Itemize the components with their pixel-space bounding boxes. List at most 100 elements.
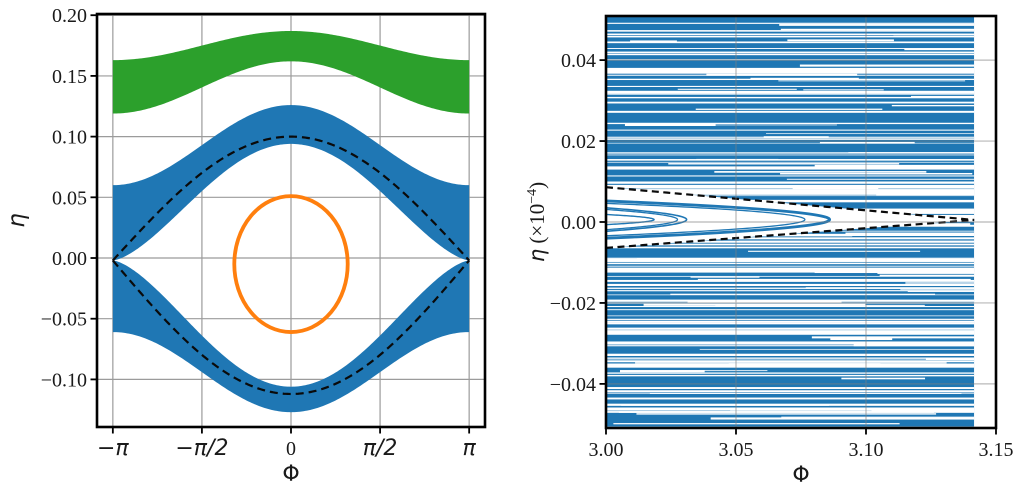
- white-streak: [606, 262, 975, 265]
- white-streak: [606, 51, 975, 54]
- white-streak: [748, 250, 921, 252]
- white-streak: [606, 185, 975, 189]
- white-streak: [891, 104, 975, 107]
- white-streak: [606, 315, 975, 317]
- white-streak: [606, 306, 975, 307]
- y-tick-label: 0.15: [52, 66, 87, 88]
- x-tick-label: 0: [286, 438, 296, 460]
- x-tick-label: −π: [97, 436, 129, 461]
- white-streak-thick: [606, 330, 975, 335]
- white-streak: [690, 276, 760, 278]
- white-streak-thick: [606, 341, 975, 345]
- white-streak: [606, 283, 975, 287]
- white-streak: [606, 200, 975, 203]
- white-streak: [905, 282, 975, 284]
- white-streak: [606, 191, 975, 194]
- white-streak: [780, 172, 973, 175]
- y-tick-label: 0.04: [561, 50, 596, 72]
- white-streak: [635, 362, 947, 364]
- y-tick-label: −0.05: [41, 309, 87, 331]
- white-streak: [606, 195, 975, 197]
- white-streak: [904, 48, 975, 51]
- white-streak: [606, 188, 975, 190]
- y-tick-label: −0.02: [550, 293, 596, 315]
- white-streak: [606, 129, 975, 131]
- y-axis-label: η (×10−4): [525, 182, 549, 262]
- white-streak: [606, 294, 975, 296]
- white-streak: [606, 288, 975, 290]
- x-axis-label: Φ: [792, 463, 809, 488]
- white-streak-thick: [606, 407, 975, 411]
- white-streak: [606, 354, 975, 356]
- white-streak: [606, 48, 975, 49]
- white-streak: [606, 299, 975, 302]
- white-streak: [606, 240, 975, 243]
- white-streak-thick: [606, 364, 975, 368]
- white-streak: [606, 154, 975, 156]
- white-streak: [670, 293, 936, 295]
- tick-marks-left: [90, 14, 471, 434]
- white-streak: [841, 377, 926, 380]
- white-streak: [606, 159, 975, 161]
- white-streak: [630, 40, 677, 42]
- y-tick-label: 0.02: [561, 131, 596, 153]
- white-streak: [606, 275, 975, 277]
- island-orbit-arc: [605, 208, 679, 231]
- white-streak: [606, 290, 975, 292]
- white-streak: [778, 80, 966, 82]
- wedge-dashed-lower: [605, 218, 975, 249]
- white-streak: [613, 423, 900, 425]
- white-streak: [606, 193, 975, 195]
- x-tick-label: 3.10: [849, 439, 884, 461]
- white-streak: [766, 133, 975, 135]
- white-streak: [606, 320, 975, 323]
- white-streak: [606, 372, 975, 374]
- wedge-dashed-upper: [605, 186, 975, 222]
- white-streak: [606, 122, 975, 125]
- white-streak: [606, 309, 975, 311]
- white-streak: [606, 318, 975, 320]
- x-tick-label: 3.15: [979, 439, 1014, 461]
- white-streak: [606, 403, 975, 406]
- white-streak: [606, 152, 975, 154]
- white-streak: [606, 96, 975, 99]
- white-streak: [619, 370, 705, 373]
- white-streak: [606, 246, 975, 249]
- series-separatrix-dashed: [112, 135, 470, 396]
- white-streak: [787, 39, 894, 42]
- x-tick-label: 3.05: [719, 439, 754, 461]
- white-streak: [910, 95, 975, 98]
- y-tick-label: 0.20: [52, 5, 87, 27]
- white-streak: [606, 357, 975, 359]
- white-streak: [606, 93, 975, 95]
- white-streak: [606, 22, 975, 24]
- white-streak: [819, 141, 915, 144]
- white-streak: [606, 327, 975, 330]
- white-streak: [606, 393, 975, 394]
- x-tick-label: −π/2: [175, 436, 228, 461]
- white-streak: [903, 223, 971, 226]
- series-separatrix-dashed: [605, 186, 975, 249]
- x-tick-label: π/2: [363, 436, 398, 461]
- white-streak: [925, 358, 975, 361]
- white-streak: [845, 232, 975, 235]
- white-streak: [830, 337, 893, 341]
- white-streak: [606, 387, 975, 389]
- white-streak: [606, 359, 975, 361]
- series-rotation-band: [112, 31, 470, 114]
- white-streak: [710, 417, 975, 420]
- white-streak-thick: [606, 67, 975, 74]
- white-streak-thick: [606, 267, 975, 273]
- x-tick-label: π: [463, 436, 477, 461]
- series-chaotic-separatrix-layer: [112, 105, 470, 413]
- white-streak: [637, 124, 837, 126]
- series-island-orbits: [605, 199, 832, 240]
- island-orbit-arc: [605, 199, 832, 240]
- y-tick-label: 0.05: [52, 187, 87, 209]
- white-streak: [606, 161, 975, 163]
- white-streak: [636, 413, 937, 415]
- white-streak: [606, 279, 975, 282]
- white-streak: [606, 265, 975, 267]
- white-streak: [606, 85, 975, 87]
